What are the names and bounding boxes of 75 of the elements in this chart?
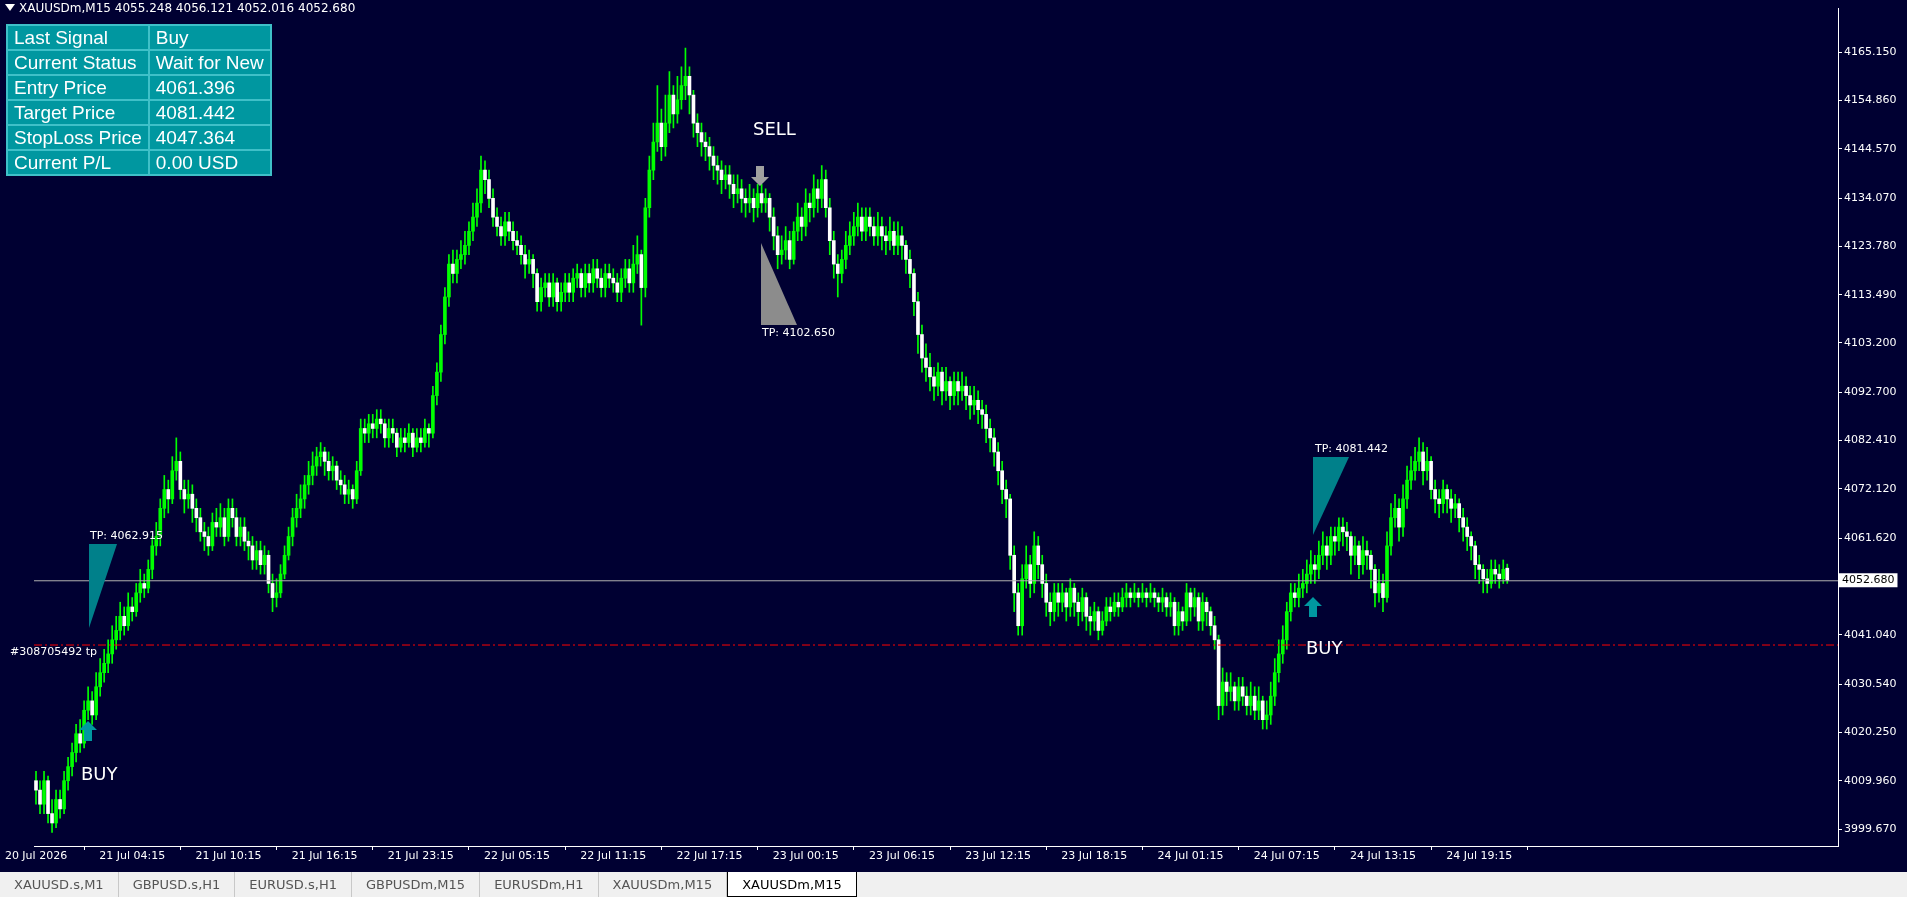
annotation: BUY: [81, 763, 118, 784]
candlestick: [419, 428, 423, 453]
candlestick: [960, 371, 964, 401]
y-tick-label: 4061.620: [1844, 531, 1897, 545]
y-tick-label: 4082.410: [1844, 433, 1897, 447]
text: XAUUSD.s,M1: [0, 872, 119, 897]
annotation: 4081.442: [148, 100, 271, 125]
y-tick-label: 4123.780: [1844, 239, 1897, 253]
x-tick-label: 23 Jul 00:15: [772, 849, 839, 863]
y-tick-label: 4092.700: [1844, 385, 1897, 399]
text: EURUSD.s,H1: [235, 872, 352, 897]
candlestick: [972, 385, 976, 415]
candlestick: [1497, 564, 1502, 589]
annotation: 4047.364: [148, 125, 271, 150]
annotation: StopLoss Price: [7, 125, 149, 150]
text: EURUSDm,H1: [480, 872, 599, 897]
y-tick-label: 4030.540: [1844, 677, 1897, 691]
candlestick: [1341, 517, 1345, 547]
annotation: 4061.396: [148, 75, 271, 100]
x-tick-label: 22 Jul 05:15: [484, 849, 551, 863]
candlestick: [527, 249, 531, 274]
annotation: Buy: [148, 25, 271, 50]
x-tick-label: 21 Jul 16:15: [291, 849, 358, 863]
annotation: Current Status: [7, 50, 149, 75]
candlestick: [1333, 526, 1337, 556]
x-tick-label: 21 Jul 23:15: [387, 849, 454, 863]
text: XAUUSDm,M15: [598, 872, 728, 897]
candlestick: [1453, 493, 1457, 519]
candlestick: [142, 573, 147, 598]
x-tick-label: 20 Jul 2026: [4, 849, 68, 863]
annotation: Last Signal: [7, 25, 149, 50]
y-tick-label: 3999.670: [1844, 822, 1897, 836]
x-tick-label: 22 Jul 11:15: [580, 849, 647, 863]
x-tick-label: 21 Jul 04:15: [99, 849, 166, 863]
x-tick-label: 21 Jul 10:15: [195, 849, 262, 863]
candlestick: [1292, 583, 1297, 608]
x-tick-label: 24 Jul 01:15: [1157, 849, 1224, 863]
annotation: Entry Price: [7, 75, 149, 100]
x-tick-label: 23 Jul 12:15: [965, 849, 1032, 863]
x-tick-label: 23 Jul 06:15: [868, 849, 935, 863]
annotation: TP: 4102.650: [762, 326, 836, 339]
y-tick-label: 4113.490: [1844, 287, 1897, 301]
y-tick-label: 4072.120: [1844, 481, 1897, 495]
ref-line-label: #308705492 tp: [10, 644, 98, 658]
candlestick: [370, 414, 375, 439]
candlestick: [807, 193, 812, 223]
y-tick-label: 4103.200: [1844, 335, 1897, 349]
x-tick-label: 24 Jul 19:15: [1446, 849, 1513, 863]
y-tick-label: 4041.040: [1844, 627, 1897, 641]
annotation: TP: 4081.442: [1315, 442, 1389, 455]
annotation: Target Price: [7, 100, 149, 125]
candlestick: [130, 597, 135, 622]
candlestick: [346, 479, 351, 504]
y-tick-label: 4134.070: [1844, 190, 1897, 204]
x-tick-label: 24 Jul 07:15: [1253, 849, 1320, 863]
text: XAUUSDm,M15: [727, 872, 857, 897]
annotation: Wait for New: [148, 50, 271, 75]
text: GBPUSD.s,H1: [118, 872, 236, 897]
y-tick-label: 4154.860: [1844, 93, 1897, 107]
x-tick-label: 23 Jul 18:15: [1061, 849, 1128, 863]
candlestick: [1313, 554, 1317, 584]
annotation: SELL: [753, 118, 796, 139]
y-tick-label: 4009.960: [1844, 773, 1897, 787]
y-tick-label: 4020.250: [1844, 725, 1897, 739]
x-tick-label: 22 Jul 17:15: [676, 849, 743, 863]
text: GBPUSDm,M15: [351, 872, 481, 897]
candlestick: [1493, 559, 1498, 584]
x-tick-label: 24 Jul 13:15: [1350, 849, 1416, 863]
annotation: Current P/L: [7, 150, 149, 175]
chart-title: XAUUSDm,M15 4055.248 4056.121 4052.016 4052.680: [19, 1, 356, 15]
y-tick-label: 4165.150: [1844, 44, 1897, 58]
annotation: 0.00 USD: [148, 150, 271, 175]
annotation: BUY: [1306, 637, 1343, 658]
ref-line-label: 4052.680: [1842, 573, 1895, 587]
y-tick-label: 4144.570: [1844, 141, 1897, 155]
